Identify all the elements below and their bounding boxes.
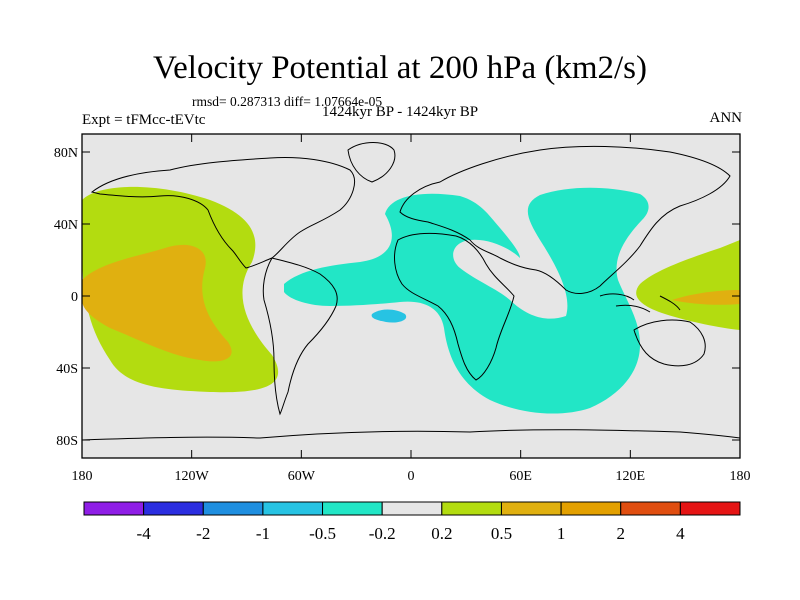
lat-tick-label: 80N xyxy=(54,146,78,161)
colorbar-label: 0.2 xyxy=(431,524,452,543)
contour-pos-mid-west xyxy=(672,290,740,305)
colorbar-swatch xyxy=(620,501,681,516)
colorbar-label: -0.5 xyxy=(309,524,336,543)
coastlines xyxy=(82,142,740,441)
colorbar-swatch xyxy=(202,501,264,516)
lon-tick-label: 60W xyxy=(288,469,316,484)
lat-tick-label: 40S xyxy=(56,362,78,377)
contour-neg-low xyxy=(284,187,649,414)
colorbar-swatch xyxy=(143,501,204,516)
latitude-axis: 80N 40N 0 40S 80S xyxy=(54,146,740,449)
season-label: ANN xyxy=(709,110,743,126)
colorbar-swatch xyxy=(83,501,145,516)
colorbar-label: 1 xyxy=(557,524,566,543)
coastline-africa xyxy=(394,232,515,381)
lon-tick-label: 180 xyxy=(72,469,93,484)
colorbar-label: 2 xyxy=(616,524,625,543)
colorbar-label: -4 xyxy=(137,524,152,543)
contour-pos-low-west xyxy=(636,240,740,330)
contour-pos-mid-east xyxy=(82,244,232,362)
colorbar-swatch xyxy=(322,501,383,516)
coastline-maritime-continent xyxy=(599,293,681,313)
colorbar-label: -1 xyxy=(256,524,270,543)
contour-fields xyxy=(82,186,740,414)
colorbar-swatch xyxy=(560,501,622,516)
colorbar-swatch xyxy=(262,501,324,516)
longitude-axis: 180 120W 60W 0 60E 120E 180 xyxy=(72,134,751,484)
experiment-label: Expt = tFMcc-tEVtc xyxy=(82,112,206,128)
period-label: 1424kyr BP - 1424kyr BP xyxy=(322,104,479,120)
colorbar-label: 0.5 xyxy=(491,524,512,543)
lon-tick-label: 0 xyxy=(408,469,415,484)
lat-tick-label: 0 xyxy=(71,290,78,305)
lon-tick-label: 180 xyxy=(730,469,751,484)
coastline-antarctica xyxy=(82,429,740,441)
colorbar-swatch xyxy=(441,501,502,516)
colorbar: -4 -2 -1 -0.5 -0.2 0.2 0.5 1 2 4 xyxy=(83,501,741,543)
page-title: Velocity Potential at 200 hPa (km2/s) xyxy=(152,50,648,86)
coastline-south-america xyxy=(262,257,338,416)
lon-tick-label: 120E xyxy=(616,469,646,484)
contour-neg-mid xyxy=(371,309,407,323)
coastline-australia xyxy=(633,319,706,367)
coastline-north-america xyxy=(90,157,355,269)
lat-tick-label: 40N xyxy=(54,218,78,233)
lat-tick-label: 80S xyxy=(56,434,78,449)
stats-label: rmsd= 0.287313 diff= 1.07664e-05 xyxy=(192,94,383,109)
colorbar-swatch xyxy=(679,501,741,516)
colorbar-label: -2 xyxy=(196,524,210,543)
lon-tick-label: 60E xyxy=(509,469,532,484)
coastline-europe-asia xyxy=(399,145,731,294)
coastline-greenland xyxy=(347,142,396,183)
colorbar-label: -0.2 xyxy=(369,524,396,543)
colorbar-swatch xyxy=(500,501,562,516)
colorbar-swatch xyxy=(381,501,443,516)
lon-tick-label: 120W xyxy=(175,469,210,484)
colorbar-label: 4 xyxy=(676,524,685,543)
